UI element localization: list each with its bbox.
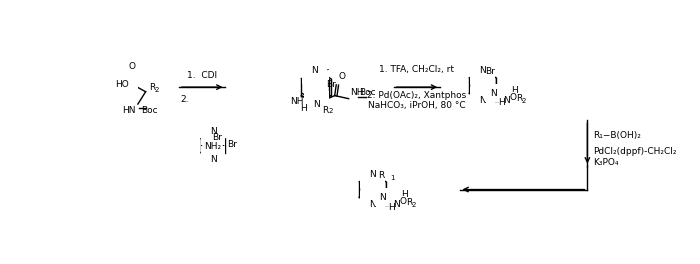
Text: 2: 2 <box>412 202 416 208</box>
Text: H: H <box>388 203 394 212</box>
Text: O: O <box>509 93 516 102</box>
Text: NH: NH <box>290 97 304 106</box>
Text: Boc: Boc <box>360 88 376 97</box>
Text: O: O <box>339 72 346 81</box>
Text: R: R <box>378 171 384 180</box>
Text: N: N <box>480 66 486 75</box>
Text: N: N <box>490 89 496 98</box>
Text: N: N <box>210 127 216 136</box>
Text: NH: NH <box>350 88 364 97</box>
Text: R₁−B(OH)₂: R₁−B(OH)₂ <box>594 131 641 140</box>
Text: O: O <box>128 62 135 71</box>
Text: 1. TFA, CH₂Cl₂, rt: 1. TFA, CH₂Cl₂, rt <box>379 65 454 74</box>
Text: NH₂: NH₂ <box>204 142 221 151</box>
Text: Br: Br <box>212 133 222 142</box>
Text: Br: Br <box>319 67 329 76</box>
Text: PdCl₂(dppf)-CH₂Cl₂: PdCl₂(dppf)-CH₂Cl₂ <box>594 147 677 155</box>
Text: Boc: Boc <box>141 106 158 115</box>
Text: HN: HN <box>122 106 136 115</box>
Text: 2. Pd(OAc)₂, Xantphos: 2. Pd(OAc)₂, Xantphos <box>368 91 466 100</box>
Text: 1.  CDI: 1. CDI <box>187 71 217 80</box>
Text: N: N <box>312 66 318 75</box>
Text: 2.: 2. <box>181 95 189 104</box>
Text: 2: 2 <box>522 98 526 104</box>
Text: 2: 2 <box>155 87 160 93</box>
Text: H: H <box>498 98 505 107</box>
Text: N: N <box>370 170 376 179</box>
Text: 2: 2 <box>328 108 333 114</box>
Text: N: N <box>210 155 216 164</box>
Text: Br: Br <box>326 81 336 89</box>
Text: H: H <box>401 190 408 199</box>
Text: O: O <box>399 197 406 206</box>
Text: H: H <box>511 86 518 95</box>
Text: H: H <box>300 104 307 113</box>
Text: N: N <box>370 200 376 209</box>
Text: N: N <box>313 100 319 109</box>
Text: N: N <box>393 200 400 209</box>
Text: NaHCO₃, iPrOH, 80 °C: NaHCO₃, iPrOH, 80 °C <box>368 101 466 110</box>
Text: Br: Br <box>227 140 237 149</box>
Text: R: R <box>148 83 155 92</box>
Text: N: N <box>379 193 386 202</box>
Text: N: N <box>313 66 319 75</box>
Text: K₃PO₄: K₃PO₄ <box>594 158 619 167</box>
Text: Br: Br <box>484 67 495 76</box>
Text: N: N <box>503 96 510 106</box>
Text: R: R <box>322 106 328 115</box>
Text: R: R <box>406 198 412 207</box>
Text: 1: 1 <box>390 175 395 181</box>
Text: N: N <box>480 96 486 106</box>
Text: R: R <box>516 94 522 103</box>
Text: HO: HO <box>115 79 129 88</box>
